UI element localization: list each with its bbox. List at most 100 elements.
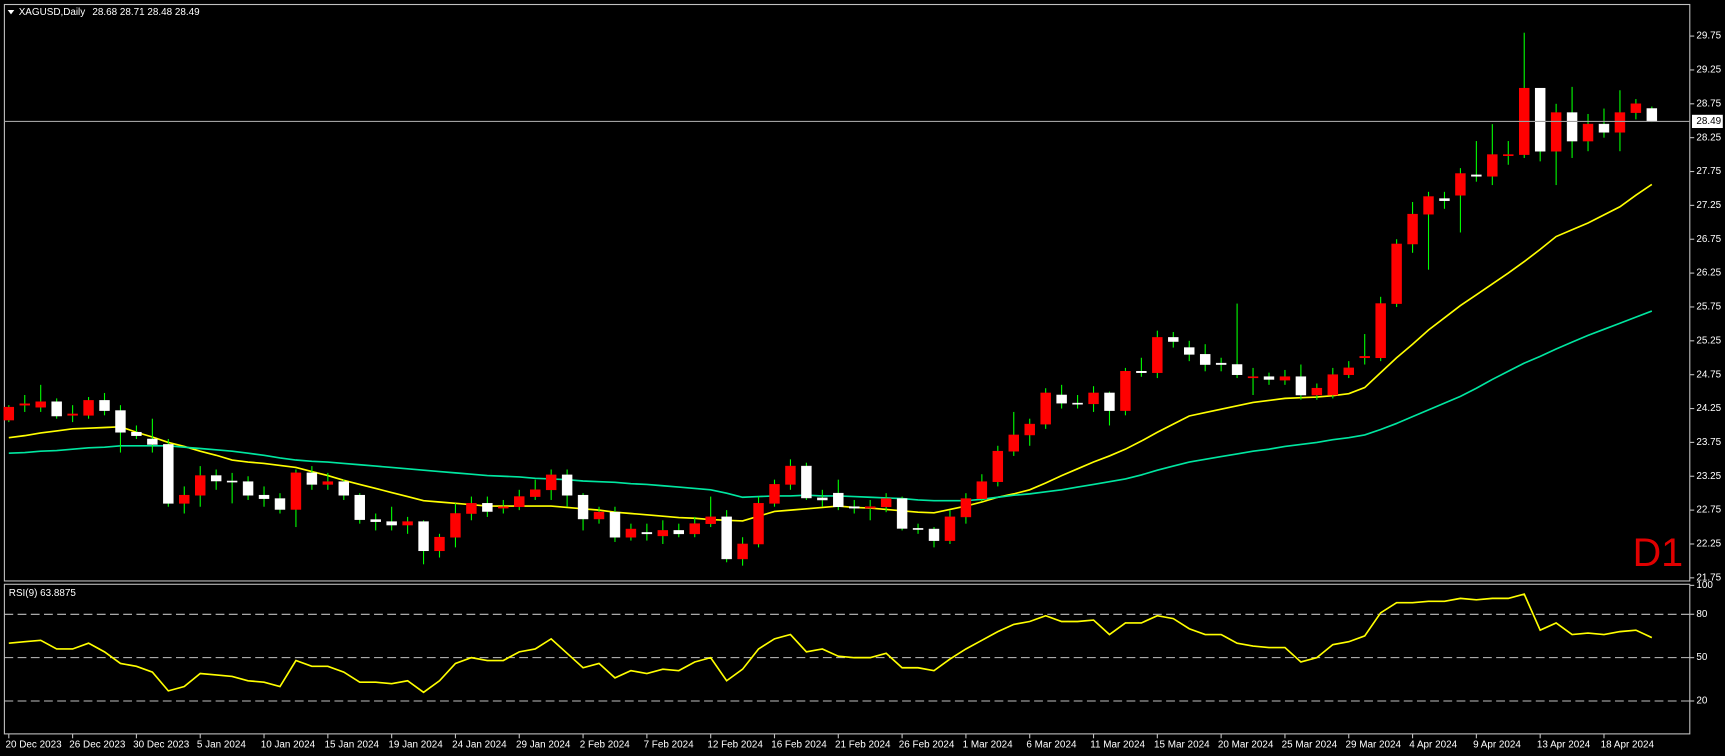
candle-body <box>817 497 828 501</box>
candle-body <box>1199 354 1211 365</box>
candle-body <box>1566 112 1578 142</box>
candle-body <box>976 481 988 499</box>
candle-body <box>1247 376 1259 379</box>
candle-body <box>1311 387 1323 396</box>
candle-body <box>1375 303 1386 359</box>
candle-body <box>1008 434 1019 452</box>
x-tick-label: 4 Apr 2024 <box>1409 740 1457 751</box>
candle-body <box>1040 392 1051 425</box>
candle-body <box>1423 196 1434 215</box>
y-tick-label: 28.25 <box>1696 132 1721 143</box>
ma-line <box>8 183 1653 522</box>
candle-body <box>1295 376 1307 396</box>
x-tick-label: 29 Mar 2024 <box>1345 740 1401 751</box>
y-tick-label: 28.75 <box>1696 98 1721 109</box>
candle-body <box>99 400 110 411</box>
menu-arrow <box>7 10 15 15</box>
candle-body <box>1327 374 1339 396</box>
candle-body <box>1215 362 1227 365</box>
low: 28.48 <box>147 7 172 18</box>
x-tick-label: 24 Jan 2024 <box>452 740 507 751</box>
x-tick-label: 1 Mar 2024 <box>963 740 1014 751</box>
candle-body <box>673 530 685 535</box>
candle-body <box>1407 213 1418 245</box>
candle-body <box>880 498 892 508</box>
candle-body <box>1471 174 1482 177</box>
candle-body <box>992 450 1004 482</box>
y-tick-label: 80 <box>1696 609 1708 620</box>
candle-body <box>705 516 716 524</box>
candle-body <box>849 506 860 509</box>
candle-body <box>833 492 844 508</box>
x-tick-label: 13 Apr 2024 <box>1537 740 1591 751</box>
candle-body <box>1550 112 1562 152</box>
candle-body <box>1136 371 1147 373</box>
candle-body <box>609 511 621 538</box>
x-tick-label: 25 Mar 2024 <box>1282 740 1338 751</box>
candle-body <box>226 480 238 483</box>
candle-body <box>1614 112 1626 133</box>
candle-body <box>163 444 174 504</box>
y-tick-label: 29.25 <box>1696 65 1721 76</box>
candle-body <box>753 503 764 545</box>
y-tick-label: 29.75 <box>1696 31 1721 42</box>
candle-body <box>242 481 254 496</box>
x-tick-label: 16 Feb 2024 <box>771 740 827 751</box>
x-tick-label: 9 Apr 2024 <box>1473 740 1521 751</box>
x-tick-label: 30 Dec 2023 <box>133 740 190 751</box>
candle-body <box>928 528 940 541</box>
y-tick-label: 23.75 <box>1696 437 1721 448</box>
x-tick-label: 6 Mar 2024 <box>1026 740 1077 751</box>
candle-body <box>944 516 956 541</box>
x-tick-label: 2 Feb 2024 <box>580 740 631 751</box>
rsi-header: RSI(9) 63.8875 <box>9 588 77 599</box>
candle-body <box>1439 198 1450 201</box>
candle-body <box>1184 347 1195 355</box>
candle-body <box>83 400 94 416</box>
rsi-frame <box>3 583 1691 735</box>
y-tick-label: 25.25 <box>1696 335 1721 346</box>
candle-body <box>450 513 461 538</box>
candle-body <box>1168 337 1179 342</box>
candle-body <box>402 521 413 526</box>
candle-body <box>1582 123 1594 142</box>
candle-body <box>194 475 206 496</box>
y-tick-label: 24.75 <box>1696 369 1721 380</box>
candle-body <box>864 506 876 509</box>
candle-body <box>115 410 126 433</box>
candle-body <box>482 503 493 512</box>
x-tick-label: 19 Jan 2024 <box>388 740 443 751</box>
candle-body <box>593 511 605 520</box>
candle-body <box>577 494 589 520</box>
price-box <box>1691 114 1723 129</box>
candle-body <box>51 401 62 417</box>
candle-body <box>1231 364 1243 375</box>
y-tick-label: 26.25 <box>1696 268 1721 279</box>
candle-body <box>35 401 46 408</box>
candle-body <box>896 498 908 529</box>
candle-body <box>960 498 972 518</box>
candle-body <box>1120 371 1131 411</box>
candle-body <box>1072 402 1083 405</box>
candle-body <box>641 532 653 535</box>
candle-body <box>1630 103 1642 113</box>
candle-body <box>3 406 15 421</box>
candle-body <box>912 528 924 530</box>
candle-body <box>290 472 302 510</box>
candle-body <box>498 506 509 509</box>
y-tick-label: 24.25 <box>1696 403 1721 414</box>
candle-body <box>210 475 222 482</box>
candle-body <box>545 474 557 491</box>
candle-body <box>1024 423 1035 436</box>
y-tick-label: 22.75 <box>1696 505 1721 516</box>
candle-body <box>657 530 669 537</box>
candle-body <box>1487 154 1498 177</box>
candle-body <box>1104 392 1115 411</box>
candle-body <box>689 523 700 535</box>
candle-body <box>1646 108 1658 122</box>
candle-body <box>514 496 525 508</box>
candle-body <box>785 465 796 485</box>
candle-body <box>737 543 748 560</box>
